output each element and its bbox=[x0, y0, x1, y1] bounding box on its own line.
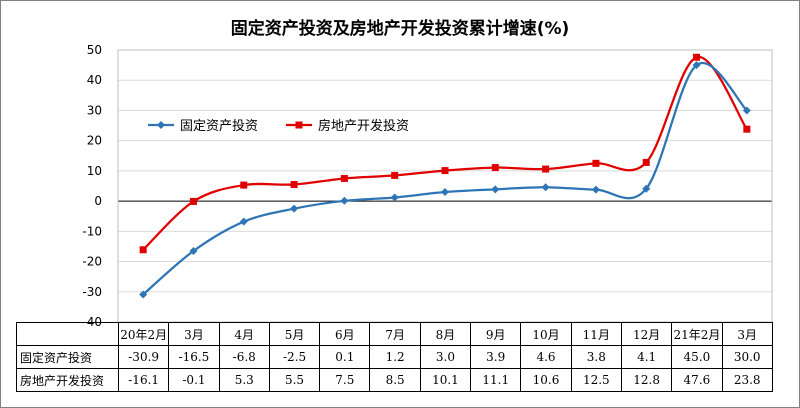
series-1-point bbox=[340, 196, 349, 205]
table-row: 房地产开发投资 -16.1 -0.1 5.3 5.5 7.5 8.5 10.1 11.1 10.6… bbox=[16, 368, 773, 392]
series-1-point bbox=[239, 217, 248, 226]
table-corner bbox=[16, 322, 119, 346]
y-tick-label: 30 bbox=[87, 103, 102, 117]
data-label: -16.5 bbox=[168, 345, 220, 369]
series-2-point bbox=[441, 167, 449, 175]
data-label: 23.8 bbox=[721, 368, 773, 392]
data-label: 1.2 bbox=[369, 345, 421, 369]
table-row-label: 固定资产投资 bbox=[16, 345, 119, 369]
legend-marker bbox=[295, 121, 303, 129]
table-row: 固定资产投资 -30.9 -16.5 -6.8 -2.5 0.1 1.2 3.0 3.9 4.6 3… bbox=[16, 345, 773, 369]
legend-marker bbox=[157, 121, 165, 129]
x-tick-label: 3月 bbox=[721, 322, 773, 346]
series-1-point bbox=[390, 193, 399, 202]
data-label: 3.9 bbox=[470, 345, 522, 369]
data-label: 3.0 bbox=[419, 345, 472, 369]
y-tick-label: -20 bbox=[82, 255, 102, 269]
x-tick-label: 8月 bbox=[419, 322, 472, 346]
y-tick-label: 50 bbox=[87, 43, 102, 57]
legend-label: 固定资产投资 bbox=[180, 118, 258, 134]
data-label: 4.1 bbox=[620, 345, 673, 369]
data-label: -6.8 bbox=[218, 345, 270, 369]
series-2-point bbox=[391, 171, 399, 179]
y-tick-label: -10 bbox=[82, 224, 102, 238]
data-label: 8.5 bbox=[369, 368, 421, 392]
table-row: 20年2月 3月 4月 5月 6月 7月 8月 9月 10月 11月 12月 21年2月 3月 bbox=[16, 322, 773, 346]
data-label: 30.0 bbox=[721, 345, 773, 369]
x-tick-label: 10月 bbox=[520, 322, 572, 346]
series-2-point bbox=[542, 165, 550, 173]
y-tick-label: 40 bbox=[87, 73, 102, 87]
data-label: -2.5 bbox=[268, 345, 321, 369]
series-2-point bbox=[240, 181, 248, 189]
series-1-point bbox=[642, 184, 651, 193]
series-2-point bbox=[642, 158, 650, 166]
series-1-point bbox=[189, 246, 198, 255]
x-tick-label: 11月 bbox=[570, 322, 622, 346]
y-tick-label: 0 bbox=[94, 194, 102, 208]
x-tick-label: 6月 bbox=[319, 322, 371, 346]
series-1-point bbox=[491, 185, 500, 194]
data-label: -16.1 bbox=[117, 368, 170, 392]
legend-label: 房地产开发投资 bbox=[318, 118, 409, 134]
y-tick-label: -30 bbox=[82, 285, 102, 299]
x-tick-label: 5月 bbox=[268, 322, 321, 346]
x-tick-label: 4月 bbox=[218, 322, 270, 346]
series-2-point bbox=[693, 53, 701, 61]
series-1-point bbox=[541, 183, 550, 192]
series-2-point bbox=[189, 197, 197, 205]
series-1-point bbox=[441, 188, 449, 197]
series-2-point bbox=[290, 180, 298, 188]
data-label: 45.0 bbox=[671, 345, 723, 369]
data-table: 20年2月 3月 4月 5月 6月 7月 8月 9月 10月 11月 12月 21年2月 3月 固定资产投… bbox=[16, 322, 773, 392]
y-tick-label: 10 bbox=[87, 164, 102, 178]
data-label: -30.9 bbox=[117, 345, 170, 369]
series-1-point bbox=[591, 185, 600, 194]
x-tick-label: 7月 bbox=[369, 322, 421, 346]
table-row-label: 房地产开发投资 bbox=[16, 368, 119, 392]
series-2-point bbox=[139, 246, 147, 254]
series-1-point bbox=[742, 106, 751, 115]
data-label: 7.5 bbox=[319, 368, 371, 392]
series-2-point bbox=[592, 159, 600, 167]
series-line-2 bbox=[142, 56, 748, 251]
data-label: 10.1 bbox=[419, 368, 472, 392]
data-label: -0.1 bbox=[168, 368, 220, 392]
series-1-point bbox=[692, 61, 701, 70]
data-label: 5.5 bbox=[268, 368, 321, 392]
data-label: 12.5 bbox=[570, 368, 622, 392]
data-label: 4.6 bbox=[520, 345, 572, 369]
data-label: 0.1 bbox=[319, 345, 371, 369]
chart-title: 固定资产投资及房地产开发投资累计增速(%) bbox=[230, 19, 570, 39]
x-tick-label: 3月 bbox=[168, 322, 220, 346]
series-1-point bbox=[139, 290, 148, 299]
data-label: 12.8 bbox=[620, 368, 673, 392]
data-label: 47.6 bbox=[671, 368, 723, 392]
x-tick-label: 20年2月 bbox=[117, 322, 170, 346]
data-label: 5.3 bbox=[218, 368, 270, 392]
series-1-point bbox=[290, 204, 299, 213]
x-tick-label: 9月 bbox=[470, 322, 522, 346]
series-2-point bbox=[340, 174, 348, 182]
series-2-point bbox=[491, 164, 499, 172]
x-tick-label: 21年2月 bbox=[671, 322, 723, 346]
data-label: 10.6 bbox=[520, 368, 572, 392]
data-label: 3.8 bbox=[570, 345, 622, 369]
series-line-1 bbox=[142, 61, 748, 296]
y-tick-label: 20 bbox=[87, 134, 102, 148]
x-tick-label: 12月 bbox=[620, 322, 673, 346]
plot-frame bbox=[117, 49, 773, 323]
series-2-point bbox=[743, 125, 751, 133]
data-label: 11.1 bbox=[470, 368, 522, 392]
